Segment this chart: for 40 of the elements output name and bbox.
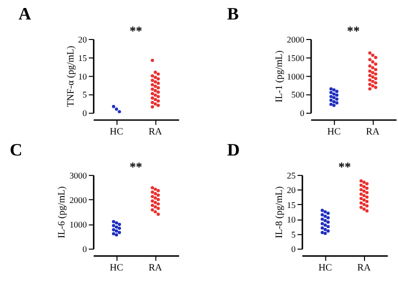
y-tick-label: 3000 — [69, 170, 88, 180]
y-tick-label: 0 — [82, 244, 88, 254]
x-tick-label: HC — [110, 262, 124, 274]
y-tick-label: 5 — [291, 229, 296, 240]
y-axis-title: IL-6 (pg/mL) — [56, 186, 68, 238]
y-tick-label: 2000 — [69, 194, 88, 205]
y-tick-label: 0 — [291, 244, 296, 254]
y-axis-title: TNF-α (pg/mL) — [65, 46, 76, 108]
x-tick-label: HC — [318, 262, 332, 274]
x-tick-label: RA — [357, 262, 371, 274]
y-tick-label: 1000 — [69, 220, 88, 230]
x-tick-label: RA — [148, 126, 162, 138]
text: ** — [130, 160, 142, 174]
y-tick-label: 15 — [78, 52, 88, 63]
y-tick-label: 20 — [286, 185, 296, 196]
chart-title: B — [227, 4, 240, 24]
y-tick-label: 20 — [78, 34, 88, 44]
y-tick-label: 5 — [82, 90, 88, 100]
y-axis-title: IL-8 (pg/mL) — [274, 186, 285, 238]
y-tick-label: 0 — [300, 108, 305, 118]
x-tick-label: RA — [366, 126, 380, 138]
y-tick-label: 0 — [82, 108, 88, 118]
x-tick-label: RA — [148, 262, 162, 274]
y-tick-label: 500 — [291, 90, 305, 100]
text: ** — [347, 24, 360, 38]
y-tick-label: 10 — [78, 71, 88, 82]
y-tick-label: 1500 — [286, 52, 305, 63]
chart-title: D — [227, 140, 240, 160]
chart-title: C — [10, 140, 22, 160]
x-tick-label: HC — [327, 126, 341, 138]
y-tick-label: 2000 — [286, 34, 305, 44]
y-tick-label: 10 — [286, 214, 296, 225]
text: ** — [338, 160, 351, 174]
y-tick-label: 15 — [286, 200, 296, 210]
text: ** — [130, 24, 142, 38]
y-tick-label: 25 — [286, 170, 296, 180]
y-axis-title: IL-1 (pg/mL) — [274, 50, 285, 102]
y-tick-label: 1000 — [286, 71, 305, 82]
x-tick-label: HC — [110, 126, 124, 138]
chart-title: A — [18, 4, 32, 24]
